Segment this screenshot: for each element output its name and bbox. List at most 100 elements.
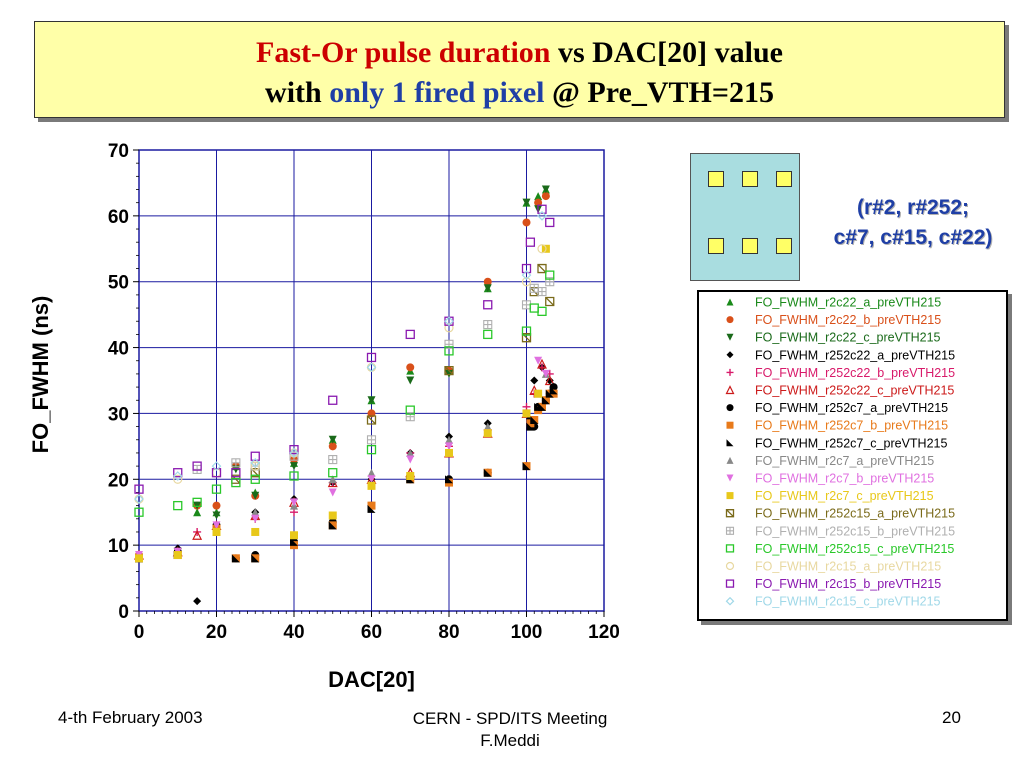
x-tick-label: 40 [283, 622, 304, 643]
data-point [231, 554, 240, 563]
data-point [537, 358, 547, 369]
data-point [406, 363, 415, 372]
title-text-2: with [265, 76, 330, 109]
data-point [173, 500, 183, 511]
title-line-2: with only 1 fired pixel @ Pre_VTH=215 [35, 73, 1004, 113]
data-point [406, 448, 415, 457]
data-point [290, 537, 298, 546]
data-point [231, 468, 241, 478]
data-point [537, 287, 547, 297]
y-tick-label: 30 [108, 404, 129, 425]
data-point [367, 468, 376, 477]
data-point [328, 395, 338, 405]
data-point [289, 471, 299, 481]
legend-label: FO_FWHM_r252c22_b_preVTH215 [755, 366, 955, 380]
data-point [250, 457, 261, 468]
title-text-3: @ Pre_VTH=215 [544, 76, 774, 109]
data-point [521, 270, 532, 280]
legend-marker [725, 579, 735, 588]
data-point [173, 551, 182, 560]
data-point [211, 484, 222, 494]
data-point [250, 461, 260, 471]
data-point [251, 554, 260, 563]
series-14 [134, 270, 555, 517]
data-point [521, 326, 532, 336]
data-point [537, 204, 547, 214]
data-point [328, 488, 337, 497]
data-point [328, 442, 337, 451]
legend-label: FO_FWHM_r252c15_a_preVTH215 [755, 507, 955, 521]
data-point [193, 597, 202, 606]
legend-marker [725, 385, 735, 395]
data-point [134, 494, 144, 504]
data-point [483, 319, 493, 330]
series-17 [134, 211, 547, 504]
x-tick-label: 80 [438, 622, 459, 643]
data-point [328, 511, 337, 520]
x-tick-label: 60 [361, 622, 382, 643]
legend-marker [726, 333, 734, 341]
data-point [541, 369, 550, 378]
x-tick-label: 120 [588, 622, 620, 643]
legend-label: FO_FWHM_r2c15_c_preVTH215 [755, 595, 941, 609]
data-point [406, 376, 415, 385]
data-point [483, 422, 492, 431]
data-point [212, 521, 221, 530]
x-tick-label: 0 [134, 622, 145, 643]
data-point [251, 527, 260, 536]
title-highlight-blue: only 1 fired pixel [329, 76, 545, 109]
data-point [366, 415, 377, 425]
data-point [366, 444, 377, 455]
data-point [135, 554, 143, 563]
data-point [483, 468, 492, 477]
data-point [211, 468, 222, 478]
x-tick-label: 20 [206, 622, 227, 643]
data-point [366, 362, 377, 373]
data-point [534, 389, 543, 398]
data-point [250, 451, 260, 461]
data-point [212, 511, 221, 520]
title-highlight-red: Fast-Or pulse duration [256, 36, 551, 69]
data-point [173, 468, 183, 478]
pixel-note-line-1: (r#2, r#252; [856, 196, 970, 219]
data-point [541, 192, 550, 201]
pixel-cell [742, 238, 758, 254]
data-point [290, 531, 298, 540]
title-text-1: vs DAC[20] value [550, 36, 783, 69]
data-point [483, 300, 493, 310]
data-point [444, 365, 454, 376]
data-point [192, 529, 203, 540]
legend-label: FO_FWHM_r252c22_a_preVTH215 [755, 348, 955, 362]
data-point [541, 185, 550, 194]
data-point [537, 244, 547, 254]
legend-marker [726, 456, 734, 464]
data-point [328, 468, 338, 478]
legend-marker [726, 351, 734, 359]
footer-date: 4-th February 2003 [58, 708, 203, 727]
data-point [251, 491, 260, 500]
data-point [290, 462, 298, 471]
data-point [541, 396, 550, 405]
data-point [406, 471, 415, 480]
data-point [367, 501, 376, 510]
data-point [522, 198, 531, 207]
legend-marker [725, 526, 735, 535]
y-tick-label: 10 [108, 536, 129, 557]
y-tick-label: 50 [108, 273, 129, 294]
legend-marker [726, 421, 734, 429]
legend-label: FO_FWHM_r2c7_b_preVTH215 [755, 472, 934, 486]
data-point [445, 442, 453, 451]
data-point [521, 263, 532, 274]
data-point [406, 455, 415, 464]
data-point [290, 498, 298, 507]
data-point [534, 356, 543, 365]
y-axis-label: FO_FWHM (ns) [28, 296, 53, 454]
data-point [444, 316, 454, 327]
title-line-1: Fast-Or pulse duration vs DAC[20] value [35, 33, 1004, 73]
data-point [367, 504, 376, 513]
legend-label: FO_FWHM_r2c7_a_preVTH215 [755, 454, 934, 468]
footer-page-number: 20 [942, 708, 961, 727]
x-tick-label: 100 [511, 622, 543, 643]
pixel-note: (r#2, r#252; c#7, c#15, c#22) [808, 193, 1018, 253]
data-point [444, 323, 454, 333]
